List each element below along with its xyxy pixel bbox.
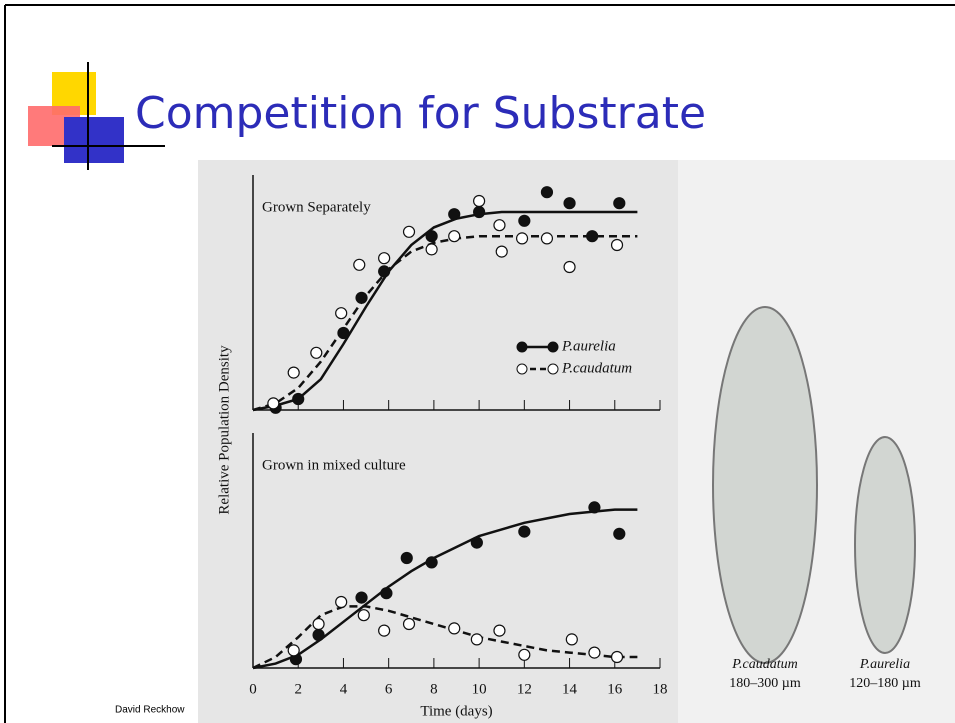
data-point (448, 230, 461, 243)
panel-title: Grown in mixed culture (262, 457, 406, 473)
panel-title: Grown Separately (262, 199, 371, 215)
data-point (357, 609, 370, 622)
x-tick-label: 2 (294, 681, 302, 697)
data-point (402, 225, 416, 238)
fit-line (252, 210, 638, 412)
data-point (473, 205, 486, 219)
data-point (493, 624, 506, 637)
data-point (448, 208, 461, 221)
data-point (563, 260, 576, 274)
data-point (400, 551, 413, 565)
data-point (378, 624, 391, 637)
data-point (518, 525, 531, 538)
legend-marker (516, 341, 528, 353)
data-point (312, 628, 325, 642)
data-point (267, 397, 280, 410)
data-point (613, 197, 626, 210)
x-axis-label: Time (days) (420, 703, 492, 719)
data-point (425, 243, 438, 256)
deco-square (64, 117, 124, 163)
data-point (493, 219, 506, 232)
data-point (448, 622, 461, 635)
data-point (610, 238, 624, 252)
data-point (540, 186, 554, 199)
data-point (425, 230, 438, 243)
x-tick-label: 0 (249, 681, 257, 697)
data-point (610, 650, 624, 664)
data-point (312, 617, 325, 631)
data-point (378, 252, 391, 265)
data-point (292, 392, 305, 406)
data-point (565, 633, 578, 646)
data-point (425, 556, 438, 569)
legend-label: P.aurelia (561, 338, 616, 354)
data-point (380, 587, 393, 600)
x-tick-label: 18 (653, 681, 668, 697)
data-point (287, 644, 300, 657)
data-point (588, 646, 601, 659)
data-point (613, 527, 626, 540)
data-point (540, 232, 554, 245)
data-point (518, 214, 531, 227)
data-point (337, 326, 350, 340)
x-tick-label: 8 (430, 681, 438, 697)
data-point (495, 245, 508, 258)
figure-background (198, 160, 678, 723)
data-point (473, 194, 486, 208)
legend-marker (547, 341, 559, 353)
image-caption: 120–180 µm (849, 676, 921, 691)
x-tick-label: 16 (607, 681, 623, 697)
legend-marker (547, 363, 559, 375)
data-point (402, 617, 416, 631)
paramecium-image (854, 436, 916, 654)
data-point (378, 265, 391, 278)
data-point (287, 366, 300, 379)
x-tick-label: 10 (472, 681, 487, 697)
data-point (335, 595, 348, 609)
y-axis-label: Relative Population Density (216, 345, 232, 515)
image-caption: 180–300 µm (729, 676, 801, 691)
data-point (353, 258, 366, 271)
image-label: P.caudatum (731, 657, 797, 672)
data-point (310, 346, 323, 359)
x-tick-label: 6 (385, 681, 393, 697)
data-point (563, 197, 576, 210)
fit-line (252, 508, 638, 670)
x-tick-label: 12 (517, 681, 532, 697)
data-point (335, 307, 348, 320)
fit-line (252, 234, 638, 412)
data-point (470, 633, 483, 646)
data-point (588, 501, 601, 514)
data-point (515, 232, 529, 245)
x-tick-label: 14 (562, 681, 578, 697)
image-label: P.aurelia (859, 657, 910, 672)
data-point (518, 648, 531, 661)
data-point (470, 536, 483, 549)
legend-marker (516, 363, 528, 375)
data-point (355, 591, 368, 604)
legend-label: P.caudatum (561, 360, 632, 376)
paramecium-image (712, 306, 818, 664)
slide-title: Competition for Substrate (135, 88, 706, 139)
footer: David Reckhow (115, 705, 185, 716)
x-tick-label: 4 (340, 681, 348, 697)
